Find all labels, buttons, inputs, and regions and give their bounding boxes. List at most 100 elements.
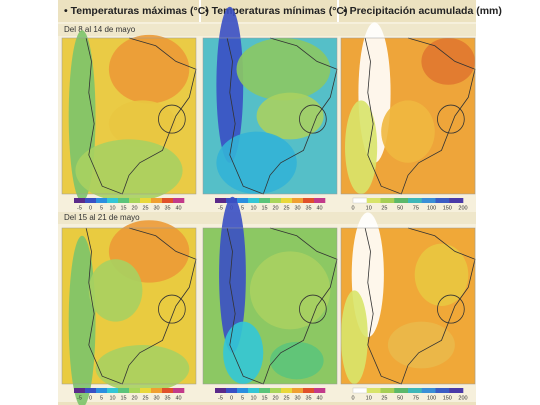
colorbar-swatch (129, 198, 141, 203)
colorbar-tick-label: -5 (218, 395, 223, 401)
colorbar-swatch (162, 388, 174, 393)
map-region (421, 38, 476, 85)
colorbar-swatch (435, 198, 450, 203)
colorbar-swatch (129, 388, 141, 393)
colorbar-swatch (281, 388, 293, 393)
map-region (108, 100, 176, 148)
colorbar-tick-label: 5 (241, 395, 244, 401)
map-region (270, 341, 324, 380)
colorbar-tick-label: 20 (272, 395, 278, 401)
map-region (108, 34, 190, 104)
colorbar-tick-label: 0 (351, 395, 354, 401)
colorbar-swatch (408, 198, 423, 203)
colorbar-tick-label: 150 (443, 395, 452, 401)
colorbar-swatch (281, 198, 293, 203)
colorbar-swatch (151, 388, 163, 393)
colorbar-swatch (118, 198, 130, 203)
colorbar-swatch (270, 198, 282, 203)
colorbar-swatch (215, 198, 227, 203)
colorbar-swatch (107, 198, 119, 203)
colorbar-tick-label: 10 (109, 395, 115, 401)
colorbar-tick-label: 200 (458, 205, 467, 211)
map-outline (158, 294, 186, 324)
period-label: Del 8 al 14 de mayo (64, 25, 136, 34)
colorbar-swatch (259, 198, 271, 203)
map-outline (299, 294, 327, 324)
colorbar-tick-label: 25 (283, 205, 289, 211)
colorbar-swatch (352, 387, 368, 394)
colorbar-swatch (314, 388, 326, 393)
map-frame (340, 227, 476, 385)
colorbar-tick-label: 20 (131, 205, 137, 211)
colorbar-tick-label: 200 (458, 395, 467, 401)
colorbar-swatch (292, 198, 304, 203)
colorbar-tick-label: 40 (175, 205, 181, 211)
colorbar-swatch (85, 198, 97, 203)
map-outline (437, 294, 465, 324)
colorbar-tick-label: 10 (366, 395, 372, 401)
colorbar-tick-label: 5 (241, 205, 244, 211)
map-region (236, 37, 331, 101)
colorbar-tick-label: 25 (381, 395, 387, 401)
map-outline (85, 37, 197, 195)
colorbar-tick-label: 0 (351, 205, 354, 211)
colorbar-swatch (74, 198, 86, 203)
colorbar-swatch (118, 388, 130, 393)
colorbar-swatch (107, 388, 119, 393)
colorbar-tick-label: 25 (283, 395, 289, 401)
header-band (58, 0, 476, 22)
map-outline (364, 227, 476, 385)
colorbar-swatch (74, 388, 86, 393)
colorbar-tick-label: 35 (305, 205, 311, 211)
colorbar-swatch (248, 198, 260, 203)
footer-band (58, 402, 476, 405)
colorbar-tick-label: 15 (120, 205, 126, 211)
colorbar-swatch (162, 198, 174, 203)
colorbar-swatch (140, 388, 152, 393)
colorbar-tick-label: 25 (381, 205, 387, 211)
colorbar-tick-label: 5 (100, 395, 103, 401)
colorbar-swatch (314, 198, 326, 203)
colorbar-tick-label: 75 (413, 205, 419, 211)
map-frame (340, 37, 476, 195)
colorbar-swatch (435, 388, 450, 393)
colorbar-tick-label: 10 (250, 205, 256, 211)
map-region (216, 6, 244, 163)
colorbar-swatch (96, 198, 108, 203)
map-region (345, 100, 378, 194)
map-frame (202, 37, 338, 195)
colorbar-swatch (151, 198, 163, 203)
map-outline (299, 104, 327, 134)
colorbar-tick-label: 35 (164, 205, 170, 211)
colorbar-tick-label: 20 (131, 395, 137, 401)
colorbar-tick-label: 10 (109, 205, 115, 211)
map-region (414, 243, 469, 306)
colorbar-swatch (449, 198, 464, 203)
period-label: Del 15 al 21 de mayo (64, 213, 140, 222)
colorbar-swatch (173, 388, 185, 393)
colorbar-swatch (292, 388, 304, 393)
map-region (341, 290, 368, 385)
colorbar-swatch (270, 388, 282, 393)
map-region (68, 235, 96, 405)
colorbar-tick-label: 50 (397, 205, 403, 211)
colorbar-swatch (248, 388, 260, 393)
colorbar-tick-label: 15 (261, 395, 267, 401)
colorbar-swatch (421, 198, 436, 203)
colorbar-tick-label: 30 (294, 205, 300, 211)
map-region (223, 321, 264, 384)
colorbar-tick-label: 30 (294, 395, 300, 401)
map-outline (364, 37, 476, 195)
colorbar-tick-label: 10 (250, 395, 256, 401)
map-frame (61, 227, 197, 385)
colorbar-swatch (237, 388, 249, 393)
column-title: • Temperaturas mínimas (°C) (205, 5, 347, 17)
map-region (219, 196, 246, 353)
map-outline (85, 227, 197, 385)
map-outline (437, 104, 465, 134)
colorbar-tick-label: 40 (316, 395, 322, 401)
colorbar-tick-label: 150 (443, 205, 452, 211)
colorbar-tick-label: 40 (316, 205, 322, 211)
map-frame (202, 227, 338, 385)
colorbar-tick-label: 25 (142, 205, 148, 211)
